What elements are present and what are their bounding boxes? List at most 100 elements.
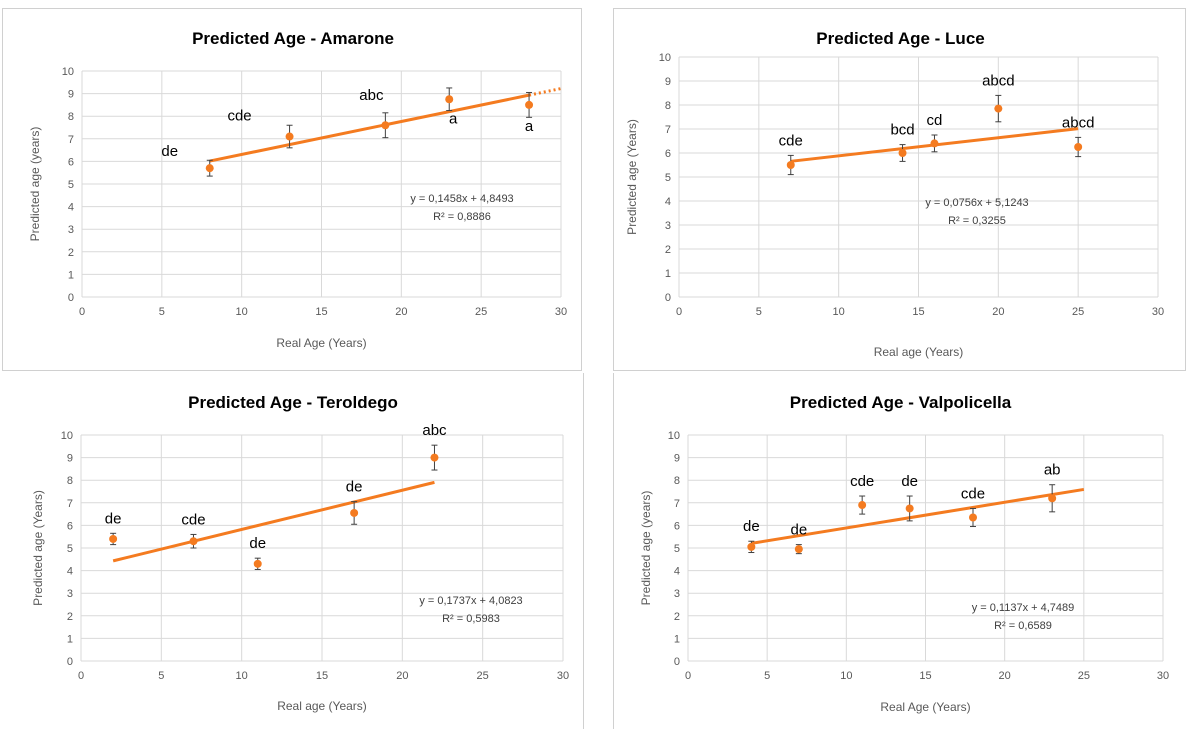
x-tick-label: 30 [1152, 306, 1164, 318]
y-tick-label: 7 [665, 124, 671, 136]
x-tick-label: 10 [840, 670, 852, 682]
y-tick-label: 9 [665, 76, 671, 88]
significance-label: ab [1044, 462, 1061, 479]
y-tick-label: 8 [67, 475, 73, 487]
y-tick-label: 0 [674, 656, 680, 668]
x-axis-label: Real age (Years) [874, 345, 964, 359]
significance-label: abc [359, 87, 384, 104]
y-tick-label: 2 [67, 611, 73, 623]
x-tick-label: 10 [236, 670, 248, 682]
significance-label: cde [850, 473, 874, 490]
trendline [112, 480, 435, 563]
x-tick-label: 15 [315, 306, 327, 318]
x-tick-label: 20 [999, 670, 1011, 682]
x-tick-label: 0 [79, 306, 85, 318]
y-tick-label: 6 [665, 148, 671, 160]
y-tick-label: 6 [674, 520, 680, 532]
significance-label: abcd [1062, 114, 1095, 131]
trend-r-squared: R² = 0,6589 [994, 620, 1052, 632]
y-tick-label: 9 [674, 453, 680, 465]
significance-label: de [249, 535, 266, 552]
x-tick-label: 0 [78, 670, 84, 682]
y-tick-label: 0 [665, 292, 671, 304]
y-tick-label: 6 [68, 156, 74, 168]
y-tick-label: 4 [67, 566, 73, 578]
x-tick-label: 10 [236, 306, 248, 318]
x-tick-label: 10 [833, 306, 845, 318]
significance-label: cde [181, 511, 205, 528]
x-tick-label: 25 [1078, 670, 1090, 682]
data-point [350, 508, 359, 517]
x-tick-label: 15 [912, 306, 924, 318]
x-tick-label: 15 [919, 670, 931, 682]
significance-label: cde [227, 108, 251, 125]
x-tick-label: 25 [1072, 306, 1084, 318]
y-tick-label: 10 [668, 430, 680, 442]
y-tick-label: 3 [674, 588, 680, 600]
y-tick-label: 9 [67, 453, 73, 465]
data-point [253, 559, 262, 568]
data-point [930, 139, 939, 148]
y-tick-label: 3 [67, 588, 73, 600]
x-tick-label: 30 [557, 670, 569, 682]
x-tick-label: 0 [676, 306, 682, 318]
data-point [898, 149, 907, 157]
x-tick-label: 15 [316, 670, 328, 682]
significance-label: de [790, 522, 807, 539]
y-tick-label: 5 [665, 172, 671, 184]
data-point [430, 453, 439, 462]
data-point [381, 121, 390, 130]
significance-label: cd [927, 112, 943, 129]
trend-equation: y = 0,0756x + 5,1243 [925, 197, 1028, 209]
data-point [205, 164, 214, 173]
y-axis-label: Predicted age (Years) [31, 490, 45, 606]
y-tick-label: 6 [67, 520, 73, 532]
significance-label: cde [779, 132, 803, 149]
chart-title: Predicted Age - Teroldego [188, 393, 398, 412]
y-tick-label: 1 [67, 633, 73, 645]
trendline [209, 93, 530, 163]
chart-title: Predicted Age - Luce [816, 29, 984, 48]
y-tick-label: 8 [68, 111, 74, 123]
y-tick-label: 5 [68, 179, 74, 191]
y-tick-label: 2 [68, 247, 74, 259]
data-point [786, 161, 795, 169]
significance-label: de [105, 510, 122, 527]
y-tick-label: 8 [674, 475, 680, 487]
x-axis-label: Real age (Years) [277, 699, 367, 713]
trendline [751, 487, 1085, 545]
significance-label: a [525, 118, 534, 135]
x-tick-label: 30 [555, 306, 567, 318]
x-tick-label: 0 [685, 670, 691, 682]
x-tick-label: 25 [475, 306, 487, 318]
significance-label: de [161, 143, 178, 160]
significance-label: de [743, 518, 760, 535]
y-tick-label: 9 [68, 89, 74, 101]
data-point [994, 104, 1003, 113]
x-axis-label: Real Age (Years) [276, 336, 366, 350]
y-axis-label: Predicted age (years) [28, 127, 42, 242]
data-point [1048, 494, 1057, 503]
trend-r-squared: R² = 0,3255 [948, 215, 1006, 227]
chart-panel-amarone: Predicted Age - Amarone 0 1 2 3 4 5 6 7 8 9 10 0 5 10 1… [2, 8, 582, 371]
x-tick-label: 5 [756, 306, 762, 318]
x-tick-label: 20 [396, 670, 408, 682]
y-tick-label: 1 [68, 269, 74, 281]
y-tick-label: 1 [674, 633, 680, 645]
chart-svg: Predicted Age - Amarone 0 1 2 3 4 5 6 7 8 9 10 0 5 10 1… [28, 29, 567, 350]
data-point [747, 542, 756, 551]
y-tick-label: 10 [62, 66, 74, 78]
data-point [445, 95, 454, 104]
trend-equation: y = 0,1737x + 4,0823 [419, 595, 522, 607]
x-tick-label: 5 [764, 670, 770, 682]
chart-svg: Predicted Age - Teroldego 0 1 2 3 4 5 6 7 8 9 10 0 5 1… [31, 393, 569, 713]
y-tick-label: 0 [68, 292, 74, 304]
y-tick-label: 4 [674, 566, 680, 578]
data-point [285, 132, 294, 141]
data-point [525, 100, 534, 109]
chart-title: Predicted Age - Amarone [192, 29, 394, 48]
x-tick-label: 5 [159, 306, 165, 318]
chart-panel-luce: Predicted Age - Luce 0 1 2 3 4 5 6 7 8 9 10 0 5 10 15 20… [613, 8, 1186, 371]
y-axis-label: Predicted age (Years) [625, 119, 639, 235]
y-tick-label: 7 [68, 134, 74, 146]
